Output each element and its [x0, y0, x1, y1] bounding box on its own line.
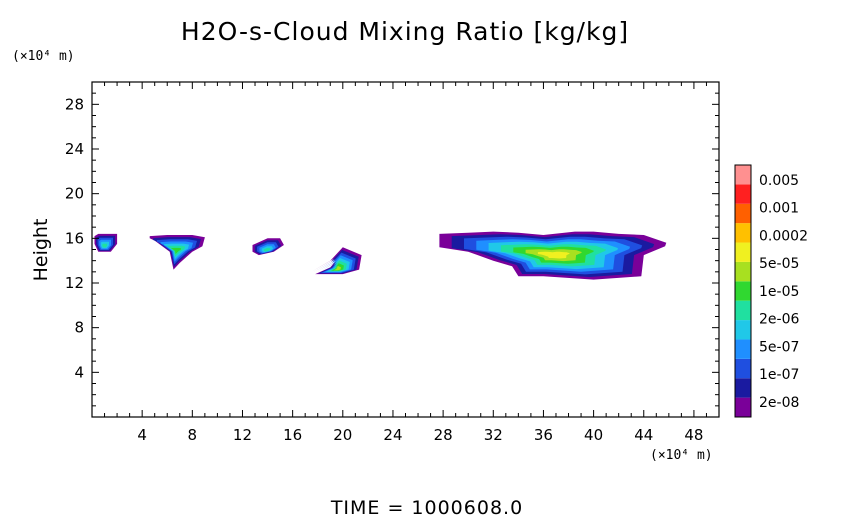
- y-tick-label: 4: [74, 363, 84, 381]
- y-tick-label: 24: [65, 140, 84, 158]
- colorbar-swatch: [735, 223, 751, 243]
- cloud-region-1: [94, 233, 118, 252]
- colorbar-label: 1e-05: [759, 284, 799, 300]
- cloud-region-5: [439, 231, 667, 280]
- colorbar-swatch: [735, 203, 751, 224]
- colorbar-swatch: [735, 320, 751, 340]
- x-tick-label: 36: [534, 426, 553, 444]
- y-tick-label: 12: [65, 274, 84, 292]
- x-tick-label: 40: [584, 426, 603, 444]
- colorbar-swatch: [735, 242, 751, 262]
- cloud-region-2-level-6: [171, 247, 182, 255]
- cloud-region-2: [149, 235, 205, 270]
- cloud-region-3: [252, 238, 284, 256]
- cloud-region-5-level-8: [537, 251, 570, 259]
- x-tick-label: 16: [283, 426, 302, 444]
- y-tick-label: 28: [65, 95, 84, 113]
- y-axis-ticks: 4 8 12 16 20 24 28: [65, 92, 719, 407]
- cloud-region-4: [311, 247, 362, 275]
- colorbar-label: 0.0002: [759, 228, 808, 244]
- cloud-regions: [94, 231, 667, 280]
- colorbar-swatch: [735, 300, 751, 321]
- colorbar-swatch: [735, 281, 751, 301]
- colorbar: 0.005 0.001 0.0002 5e-05 1e-05 2e-06 5e-07 1e-0…: [734, 164, 808, 418]
- colorbar-label: 2e-08: [759, 395, 799, 411]
- colorbar-label: 5e-07: [759, 339, 799, 355]
- x-tick-label: 20: [333, 426, 352, 444]
- x-tick-label: 24: [383, 426, 402, 444]
- x-tick-label: 12: [233, 426, 252, 444]
- y-tick-label: 8: [74, 319, 84, 337]
- x-tick-label: 48: [684, 426, 703, 444]
- colorbar-swatch: [735, 165, 751, 185]
- y-tick-label: 16: [65, 229, 84, 247]
- colorbar-swatch: [735, 339, 751, 359]
- colorbar-swatch: [735, 184, 751, 204]
- y-axis-unit: (×10⁴ m): [12, 49, 75, 64]
- colorbar-swatch: [735, 378, 751, 398]
- x-tick-label: 44: [634, 426, 653, 444]
- x-tick-label: 8: [188, 426, 198, 444]
- y-tick-label: 20: [65, 185, 84, 203]
- x-tick-label: 4: [137, 426, 147, 444]
- colorbar-swatch: [735, 397, 751, 417]
- time-label: TIME = 1000608.0: [330, 497, 523, 519]
- cloud-region-4-level-7: [333, 266, 341, 271]
- colorbar-label: 0.001: [759, 201, 799, 217]
- colorbar-label: 1e-07: [759, 367, 799, 383]
- y-axis-label: Height: [30, 219, 52, 282]
- colorbar-frame: [734, 164, 752, 418]
- colorbar-swatch: [735, 261, 751, 282]
- x-tick-label: 28: [434, 426, 453, 444]
- colorbar-label: 5e-05: [759, 256, 799, 272]
- cloud-region-1-level-5: [102, 243, 107, 248]
- colorbar-label: 2e-06: [759, 312, 799, 328]
- chart-title: H2O-s-Cloud Mixing Ratio [kg/kg]: [181, 17, 629, 46]
- x-axis-unit: (×10⁴ m): [650, 448, 713, 463]
- cloud-region-3-level-5: [264, 248, 271, 252]
- colorbar-label: 0.005: [759, 173, 799, 189]
- colorbar-swatch: [735, 358, 751, 379]
- x-axis-ticks: 4 8 12 16 20 24 28 32 36 40 44 48: [104, 82, 707, 444]
- x-tick-label: 32: [484, 426, 503, 444]
